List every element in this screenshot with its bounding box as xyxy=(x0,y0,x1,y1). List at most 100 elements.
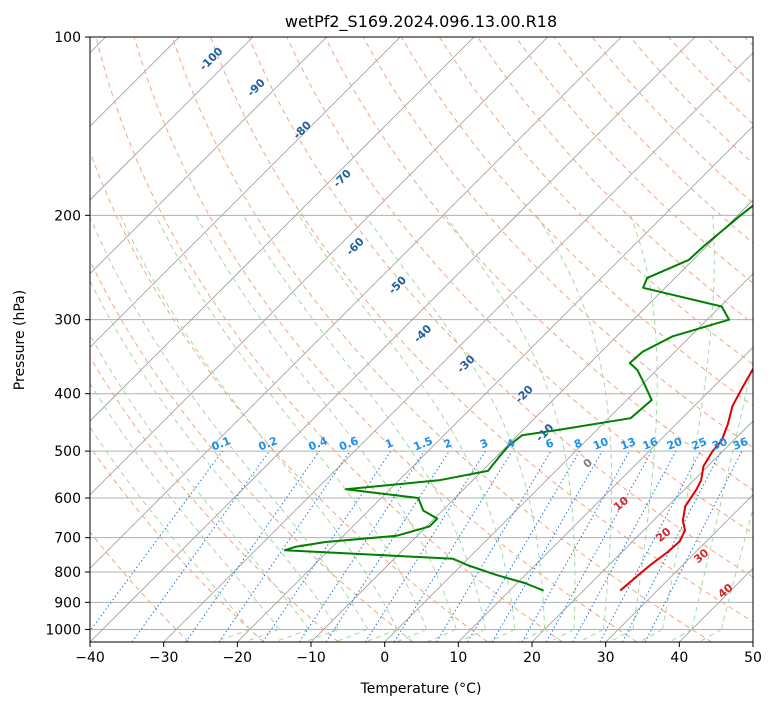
mixing-ratio-line xyxy=(218,450,351,642)
mixing-ratio-line xyxy=(393,450,513,642)
moist-adiabat-line xyxy=(195,215,457,642)
isotherm-line xyxy=(458,346,753,642)
moist-adiabat-line xyxy=(609,215,658,642)
mixing-ratio-line xyxy=(131,450,270,642)
y-tick-label: 200 xyxy=(54,208,81,224)
moist-adiabat-line xyxy=(90,426,251,642)
x-tick-label: 40 xyxy=(670,650,688,666)
isotherm-line xyxy=(605,494,753,642)
moist-adiabat-line xyxy=(444,215,576,642)
x-tick-label: −20 xyxy=(223,650,253,666)
dry-adiabat-label: -80 xyxy=(291,118,314,141)
dry-adiabat-line xyxy=(744,37,753,47)
isotherm-line xyxy=(90,37,622,569)
mixing-ratio-line xyxy=(545,450,653,642)
mixing-ratio-line xyxy=(599,450,701,642)
moist-adiabat-line xyxy=(536,215,613,642)
x-axis-label: Temperature (°C) xyxy=(360,681,482,697)
dry-adiabat-line xyxy=(210,37,753,623)
plot-frame xyxy=(89,36,754,643)
dry-adiabat-label: -20 xyxy=(513,383,536,406)
mixing-ratio-line xyxy=(262,450,392,642)
isotherm-line xyxy=(90,37,327,275)
dry-adiabat-line xyxy=(90,259,414,642)
chart-title: wetPf2_S169.2024.096.13.00.R18 xyxy=(285,12,557,32)
isotherm-line xyxy=(90,37,401,348)
y-axis-label: Pressure (hPa) xyxy=(12,290,28,390)
moist-adiabat-line xyxy=(242,215,487,642)
mixing-ratio-label: 2 xyxy=(442,436,454,451)
mixing-ratio-label: 36 xyxy=(731,435,750,453)
y-tick-label: 100 xyxy=(54,30,81,46)
moist-adiabat-line xyxy=(90,279,339,642)
dry-adiabat-line xyxy=(90,356,339,642)
moist-adiabat-line xyxy=(639,215,715,642)
y-tick-label: 500 xyxy=(54,444,81,460)
moist-adiabat-label: 10 xyxy=(611,494,631,514)
moist-adiabat-line xyxy=(155,215,428,642)
x-tick-label: 50 xyxy=(744,650,762,666)
dry-adiabat-label: -90 xyxy=(245,76,268,99)
moist-adiabat-line xyxy=(298,215,516,642)
moist-adiabat-label: 0 xyxy=(581,456,595,471)
mixing-ratio-label: 10 xyxy=(591,435,610,453)
y-tick-label: 900 xyxy=(54,595,81,611)
moist-adiabat-line xyxy=(120,215,398,642)
isotherm-line xyxy=(90,37,254,201)
mixing-ratio-line xyxy=(298,450,425,642)
dry-adiabat-line xyxy=(400,37,753,407)
dry-adiabat-line xyxy=(706,37,753,86)
isotherm-line xyxy=(679,567,753,642)
x-tick-label: −30 xyxy=(149,650,179,666)
dry-adiabat-label: -10 xyxy=(533,421,556,444)
isotherm-line xyxy=(90,37,475,422)
dry-adiabat-line xyxy=(477,37,753,325)
mixing-ratio-line xyxy=(90,450,223,632)
isotherm-line xyxy=(163,52,753,642)
x-tick-label: 0 xyxy=(380,650,389,666)
isotherm-line xyxy=(531,420,753,642)
mixing-ratio-line xyxy=(325,450,450,642)
dry-adiabat-line xyxy=(438,37,753,366)
x-tick-label: 30 xyxy=(597,650,615,666)
y-tick-label: 800 xyxy=(54,565,81,581)
moist-adiabat-line xyxy=(90,215,369,642)
x-tick-label: 20 xyxy=(523,650,541,666)
moist-adiabat-line xyxy=(90,334,310,642)
mixing-ratio-label: 13 xyxy=(619,435,638,453)
dry-adiabat-line xyxy=(171,37,712,642)
isotherm-line xyxy=(384,273,753,642)
mixing-ratio-label: 8 xyxy=(572,436,584,451)
dry-adiabat-line xyxy=(515,37,753,284)
mixing-ratio-line xyxy=(364,450,486,642)
isotherm-line xyxy=(90,37,548,496)
x-tick-label: −40 xyxy=(75,650,105,666)
dewpoint-profile-line xyxy=(283,204,753,592)
dry-adiabat-line xyxy=(133,37,638,642)
mixing-ratio-label: 3 xyxy=(478,436,490,451)
mixing-ratio-line xyxy=(644,450,743,642)
moist-adiabat-line xyxy=(698,506,753,642)
dry-adiabat-label: -60 xyxy=(344,235,367,258)
moist-adiabat-line xyxy=(364,215,546,642)
mixing-ratio-line xyxy=(491,450,603,642)
dry-adiabat-line xyxy=(591,37,753,204)
y-tick-label: 600 xyxy=(54,491,81,507)
mixing-ratio-line xyxy=(572,450,677,642)
dry-adiabat-label: -40 xyxy=(411,322,434,345)
mixing-ratio-label: 30 xyxy=(710,435,729,453)
isotherm-line xyxy=(90,37,696,642)
dry-adiabat-line xyxy=(90,445,264,642)
x-tick-label: −10 xyxy=(296,650,326,666)
y-tick-label: 300 xyxy=(54,313,81,329)
mixing-ratio-label: 16 xyxy=(641,435,660,453)
moist-adiabat-label: 20 xyxy=(653,525,673,545)
x-tick-label: 10 xyxy=(449,650,467,666)
y-tick-label: 400 xyxy=(54,387,81,403)
mixing-ratio-line xyxy=(521,450,630,642)
mixing-ratio-line xyxy=(467,450,580,642)
dry-adiabat-line xyxy=(286,37,753,534)
dry-adiabat-label: -30 xyxy=(454,352,477,375)
dry-adiabat-label: -50 xyxy=(386,273,409,296)
dry-adiabat-line xyxy=(248,37,753,578)
